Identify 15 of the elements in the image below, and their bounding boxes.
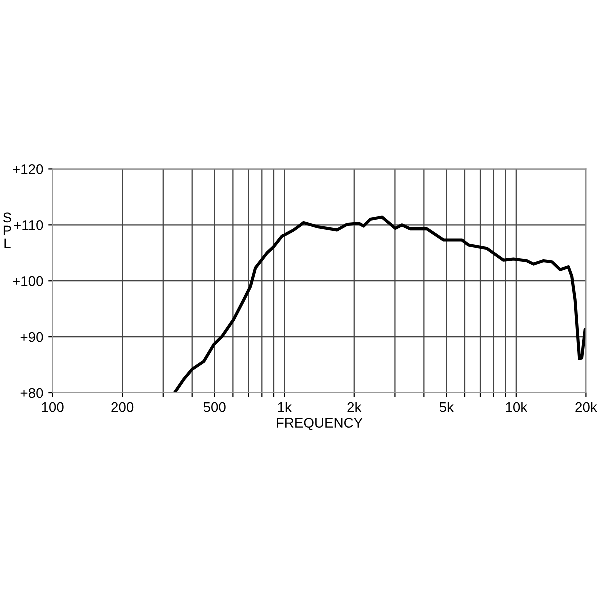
x-tick-label: 20k	[576, 402, 598, 412]
y-axis-title: SPL	[3, 212, 12, 248]
y-tick-label: +110	[14, 220, 44, 230]
x-tick-label: 1k	[278, 402, 292, 412]
x-axis-title: FREQUENCY	[277, 418, 363, 430]
x-tick-label: 2k	[348, 402, 362, 412]
y-tick-label: +120	[13, 164, 44, 174]
y-tick-label: +80	[20, 388, 44, 398]
x-tick-label: 100	[42, 402, 64, 412]
x-tick-label: 500	[204, 402, 226, 412]
x-tick-label: 10k	[506, 402, 528, 412]
x-tick-label: 5k	[440, 402, 454, 412]
x-tick-label: 200	[112, 402, 134, 412]
y-tick-label: +100	[13, 276, 44, 286]
y-tick-label: +90	[20, 332, 44, 342]
